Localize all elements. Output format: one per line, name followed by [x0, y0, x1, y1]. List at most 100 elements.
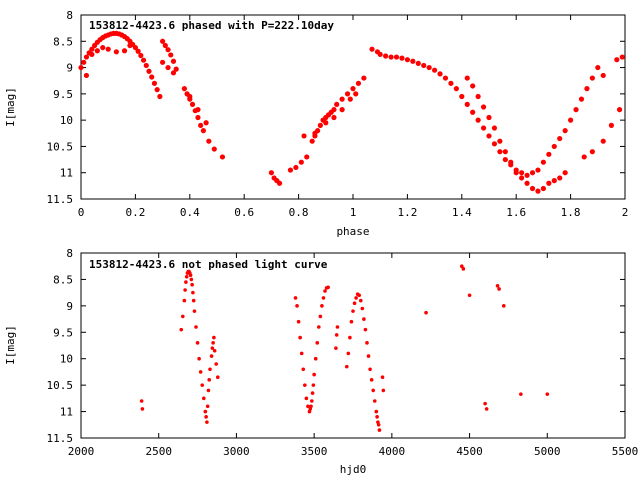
data-point: [334, 346, 338, 350]
data-point: [334, 101, 340, 107]
data-point: [578, 96, 585, 102]
data-point: [357, 293, 362, 298]
data-point: [600, 138, 606, 144]
data-point: [614, 57, 620, 63]
data-point: [311, 383, 316, 387]
data-point: [365, 341, 369, 345]
chart-panel-1: 0 0.2 0.4 0.6 0.8 1 1.2 1.4 1.6 1.8 2 8 8.5 9 9.5 10 10.…: [4, 9, 628, 238]
data-point: [151, 80, 158, 86]
data-point: [524, 180, 530, 186]
data-point: [540, 185, 547, 192]
y-tick-label: 10: [60, 353, 73, 366]
chart-title: 153812-4423.6 not phased light curve: [89, 258, 328, 271]
data-point: [519, 175, 525, 181]
data-point: [349, 319, 354, 324]
data-point: [162, 42, 168, 49]
data-point: [187, 93, 193, 100]
data-point: [211, 146, 217, 152]
data-point: [475, 117, 481, 123]
chart-panel-2: 2000 2500 3000 3500 4000 4500 5000 5500 8 8.5 9 9.5…: [4, 247, 638, 476]
y-tick-label: 11.5: [47, 432, 74, 445]
data-point: [298, 335, 302, 340]
data-point: [205, 420, 209, 424]
data-point: [480, 104, 487, 110]
data-point: [310, 391, 315, 395]
data-point: [205, 404, 210, 409]
data-point: [139, 399, 144, 403]
data-point: [206, 388, 211, 393]
data-point: [608, 122, 615, 128]
data-point: [298, 159, 304, 165]
data-point: [480, 125, 487, 131]
data-point: [497, 287, 501, 291]
data-point: [467, 293, 472, 298]
x-tick-label: 0.2: [125, 206, 145, 219]
data-point: [383, 53, 389, 59]
data-point: [135, 48, 141, 54]
data-point: [210, 346, 215, 350]
data-point: [453, 86, 459, 92]
chart-title: 153812-4423.6 phased with P=222.10day: [89, 19, 334, 32]
data-point: [212, 348, 217, 353]
data-point: [331, 107, 337, 113]
y-axis-label: I[mag]: [4, 325, 17, 365]
data-point: [173, 66, 179, 72]
x-tick-label: 5000: [534, 445, 561, 458]
data-point: [546, 180, 552, 186]
data-point: [198, 370, 203, 374]
data-point: [160, 38, 166, 44]
data-point: [339, 107, 345, 113]
data-point: [363, 327, 368, 332]
data-point: [360, 306, 365, 311]
x-tick-label: 3000: [223, 445, 250, 458]
data-point: [535, 167, 541, 173]
data-point: [83, 72, 90, 79]
data-point: [170, 70, 177, 76]
data-point: [361, 75, 367, 81]
data-point: [191, 298, 196, 303]
data-point: [215, 375, 220, 380]
data-point: [352, 301, 357, 306]
data-point: [393, 54, 400, 60]
data-point: [295, 304, 299, 308]
data-point: [502, 156, 508, 163]
data-point: [309, 404, 313, 409]
data-point: [595, 64, 601, 71]
data-point: [309, 138, 315, 144]
data-point: [207, 378, 212, 382]
data-point: [315, 341, 320, 345]
x-axis-label: phase: [336, 225, 369, 238]
data-point: [182, 298, 187, 303]
data-point: [184, 280, 188, 284]
x-tick-label: 5500: [612, 445, 639, 458]
x-tick-label: 1: [350, 206, 357, 219]
data-point: [212, 335, 216, 340]
data-point: [497, 149, 503, 155]
data-point: [132, 44, 138, 51]
y-tick-label: 8: [66, 9, 73, 22]
data-point: [81, 59, 87, 65]
data-point: [374, 409, 379, 414]
data-point: [486, 114, 492, 121]
data-point: [293, 296, 298, 300]
plot-frame: [80, 252, 626, 439]
y-axis-label: I[mag]: [4, 87, 17, 127]
data-point: [89, 46, 95, 52]
data-point: [551, 143, 557, 150]
data-point: [313, 356, 318, 361]
data-point: [339, 96, 345, 102]
data-point: [557, 135, 563, 142]
data-point: [208, 367, 212, 372]
data-point: [160, 59, 166, 65]
data-point: [334, 333, 339, 337]
data-point: [310, 399, 314, 403]
data-point: [206, 138, 212, 144]
y-tick-label: 10.5: [47, 140, 74, 153]
data-point: [165, 47, 171, 53]
data-point: [497, 138, 503, 144]
data-point: [459, 93, 465, 100]
data-point: [191, 290, 195, 295]
data-point: [140, 57, 147, 63]
data-point: [410, 58, 416, 64]
y-tick-label: 11: [60, 167, 73, 180]
